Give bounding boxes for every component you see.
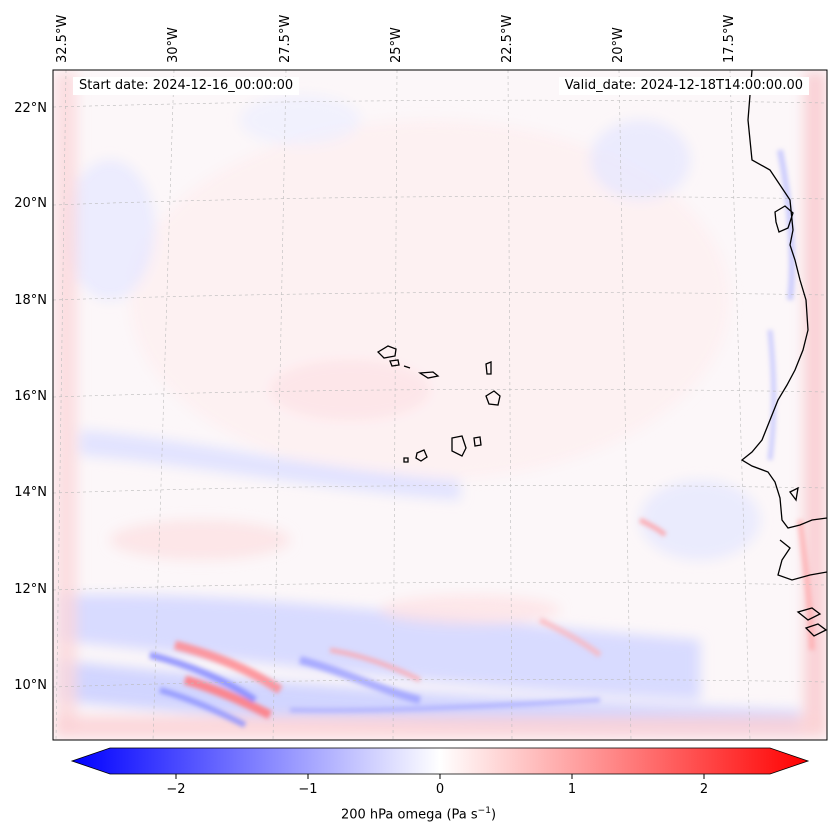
bijagos-island [796, 607, 822, 621]
cape-verde-islands [376, 345, 501, 463]
coastline [740, 70, 827, 637]
island-brava [403, 457, 409, 463]
island-sao-nicolau [417, 371, 440, 379]
lon-tick-label: 27.5°W [278, 15, 293, 63]
colorbar-label-suffix: ) [490, 807, 497, 823]
lat-tick-labels: 22°N 20°N 18°N 16°N 14°N 12°N 10°N [14, 101, 47, 693]
lon-tick-label: 20°W [611, 27, 626, 63]
lat-tick-label: 18°N [14, 293, 47, 308]
colorbar-tick-label: −2 [166, 782, 185, 797]
start-date-label: Start date: 2024-12-16_00:00:00 [73, 77, 300, 95]
coast-bit [789, 486, 799, 502]
graticule [53, 70, 827, 740]
lat-tick-label: 10°N [14, 678, 47, 693]
lat-tick-label: 12°N [14, 582, 47, 597]
island-sal [485, 361, 492, 375]
valid-date-label: Valid_date: 2024-12-18T14:00:00.00 [558, 77, 809, 95]
colorbar-ticks: −2 −1 0 1 2 [166, 774, 708, 797]
lon-tick-label: 17.5°W [722, 15, 737, 63]
lon-tick-label: 22.5°W [500, 15, 515, 63]
colorbar-tick-label: 1 [568, 782, 576, 797]
lon-tick-label: 32.5°W [55, 15, 70, 63]
island-santo-antao [376, 345, 397, 359]
guinea-bissau-coast [777, 539, 827, 581]
lat-tick-label: 14°N [14, 485, 47, 500]
colorbar-label: 200 hPa omega (Pa s−1) [0, 806, 837, 822]
coast-inlet [774, 205, 794, 233]
island-santiago [451, 435, 467, 457]
island-maio [473, 436, 482, 447]
africa-coast [740, 70, 827, 529]
lat-tick-label: 16°N [14, 389, 47, 404]
colorbar-tick-label: 2 [700, 782, 708, 797]
colorbar-tick-label: −1 [298, 782, 317, 797]
lat-tick-label: 22°N [14, 101, 47, 116]
bijagos-island-2 [804, 623, 827, 637]
colorbar-label-exponent: −1 [477, 806, 491, 816]
colorbar-tick-label: 0 [436, 782, 444, 797]
lat-tick-label: 20°N [14, 196, 47, 211]
map-frame [52, 69, 828, 741]
colorbar: −2 −1 0 1 2 [70, 747, 810, 797]
broad-shading [55, 72, 827, 738]
island-fogo [415, 449, 428, 462]
lon-tick-label: 25°W [389, 27, 404, 63]
colorbar-label-text: 200 hPa omega (Pa s [340, 807, 478, 823]
island-boa-vista [485, 390, 501, 406]
colorbar-body [70, 747, 810, 775]
lon-tick-labels: 32.5°W 30°W 27.5°W 25°W 22.5°W 20°W 17.5… [55, 15, 737, 63]
lon-tick-label: 30°W [166, 27, 181, 63]
omega-field [53, 70, 827, 740]
island-sao-vicente [389, 359, 400, 367]
island-santa-luzia [403, 365, 411, 369]
